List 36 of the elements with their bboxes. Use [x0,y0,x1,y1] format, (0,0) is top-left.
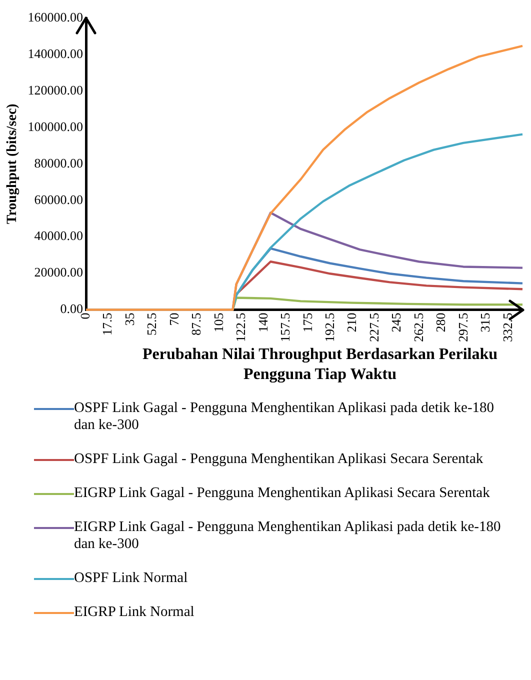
x-tick-label: 70 [166,312,182,326]
y-tick-label: 140000.00 [28,46,84,61]
x-tick-label: 332.5 [500,312,515,342]
x-tick-label: 140 [255,312,270,332]
y-axis-title: Troughput (bits/sec) [5,103,20,224]
y-tick-label: 60000.00 [34,192,84,207]
legend-label: OSPF Link Normal [74,570,188,587]
legend-label: OSPF Link Gagal - Pengguna Menghentikan Aplikasi Secara Serentak [74,451,484,468]
legend-label: OSPF Link Gagal - Pengguna Menghentikan Aplikasi pada detik ke-180 dan ke-300 [74,400,496,434]
x-tick-label: 87.5 [188,312,204,336]
x-tick-label: 192.5 [322,312,337,342]
x-tick-label: 122.5 [233,312,248,342]
x-tick-label: 157.5 [278,312,293,342]
x-tick-label: 245 [388,312,404,332]
y-tick-label: 100000.00 [28,118,84,134]
legend-label: EIGRP Link Normal [74,604,194,621]
x-tick-label: 297.5 [455,312,470,342]
x-axis-title: Perubahan Nilai Throughput Berdasarkan Perilaku Pengguna Tiap Waktu [141,345,499,385]
x-tick-label: 0 [77,312,92,320]
legend-label: EIGRP Link Gagal - Pengguna Menghentikan Aplikasi Secara Serentak [74,485,490,502]
x-tick-label: 280 [433,312,448,332]
y-tick-label: 40000.00 [34,228,84,244]
x-tick-label: 262.5 [410,312,426,342]
y-tick-label: 80000.00 [34,155,84,170]
x-tick-label: 315 [478,312,493,332]
x-tick-label: 17.5 [100,312,115,336]
x-tick-label: 52.5 [144,312,160,336]
x-tick-label: 227.5 [366,312,382,342]
y-tick-label: 120000.00 [28,82,84,98]
x-tick-label: 35 [122,312,137,326]
legend-label: EIGRP Link Gagal - Pengguna Menghentikan Aplikasi pada detik ke-180 dan ke-300 [74,519,502,553]
y-tick-label: 160000.00 [28,9,84,24]
x-tick-label: 105 [210,312,226,332]
y-tick-label: 20000.00 [34,264,84,280]
x-tick-label: 175 [300,312,315,332]
x-tick-label: 210 [344,312,360,332]
